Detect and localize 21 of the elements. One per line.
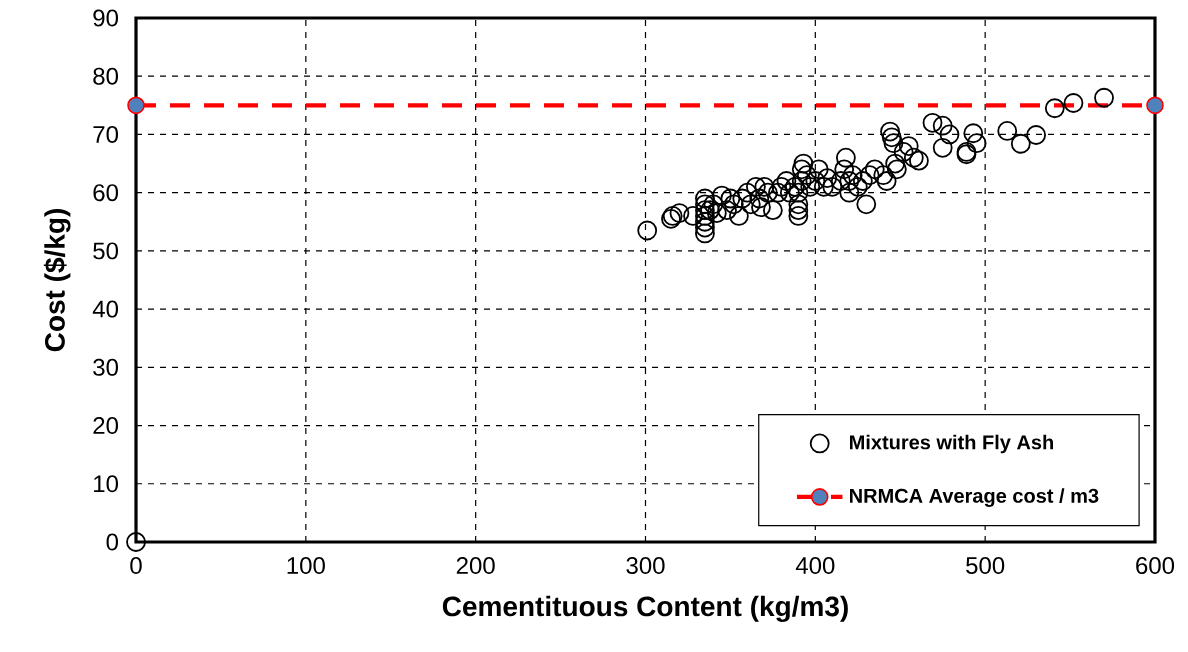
legend-label: Mixtures with Fly Ash	[850, 434, 1053, 454]
legend-label: NRMCA Average cost / m3	[850, 488, 1099, 507]
y-axis-title: Cost ($/kg)	[43, 209, 71, 352]
y-tick-label: 40	[92, 300, 119, 318]
x-tick-label: 600	[1136, 557, 1175, 575]
x-tick-label: 0	[130, 557, 142, 575]
x-tick-label: 100	[287, 557, 325, 575]
y-tick-label: 20	[93, 417, 119, 435]
x-tick-label: 500	[966, 557, 1005, 575]
y-tick-label: 0	[106, 533, 119, 551]
y-tick-label: 60	[93, 184, 119, 202]
y-tick-label: 50	[93, 242, 119, 260]
x-tick-label: 400	[795, 557, 835, 575]
y-tick-label: 10	[94, 475, 119, 493]
y-tick-label: 30	[93, 358, 119, 376]
x-tick-label: 300	[626, 557, 665, 575]
x-tick-label: 200	[456, 557, 495, 575]
y-tick-label: 90	[93, 9, 119, 27]
x-axis-title: Cementituous Content (kg/m3)	[442, 595, 848, 622]
y-tick-label: 80	[93, 67, 119, 85]
y-tick-label: 70	[93, 125, 119, 143]
